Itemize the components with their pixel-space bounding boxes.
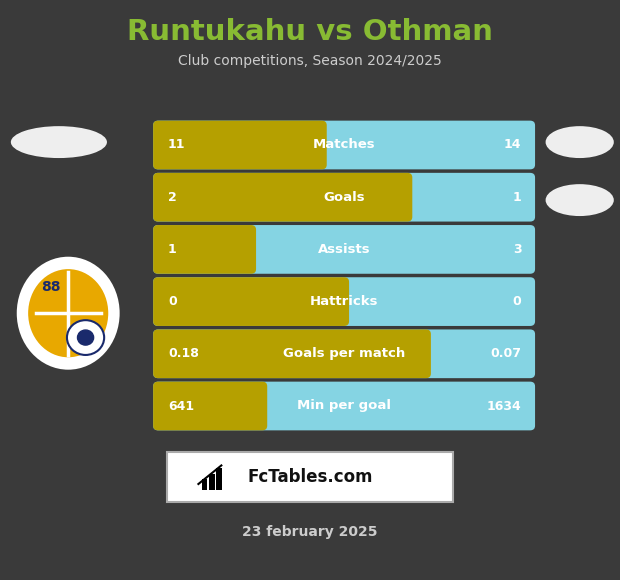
FancyBboxPatch shape bbox=[153, 173, 535, 222]
FancyBboxPatch shape bbox=[209, 473, 215, 490]
FancyBboxPatch shape bbox=[153, 382, 267, 430]
FancyBboxPatch shape bbox=[153, 225, 256, 274]
Text: 3: 3 bbox=[513, 243, 521, 256]
FancyBboxPatch shape bbox=[167, 452, 453, 502]
Text: Min per goal: Min per goal bbox=[297, 400, 391, 412]
Circle shape bbox=[67, 320, 104, 355]
Ellipse shape bbox=[11, 126, 107, 158]
Text: 14: 14 bbox=[504, 139, 521, 151]
Text: 1634: 1634 bbox=[487, 400, 521, 412]
FancyBboxPatch shape bbox=[153, 121, 327, 169]
FancyBboxPatch shape bbox=[153, 277, 349, 326]
FancyBboxPatch shape bbox=[153, 121, 535, 169]
Text: Matches: Matches bbox=[312, 139, 376, 151]
Ellipse shape bbox=[546, 126, 614, 158]
Text: 1: 1 bbox=[168, 243, 177, 256]
Text: 0.18: 0.18 bbox=[168, 347, 199, 360]
Text: 0: 0 bbox=[168, 295, 177, 308]
Text: 11: 11 bbox=[168, 139, 185, 151]
Text: FcTables.com: FcTables.com bbox=[247, 468, 373, 486]
Text: Goals per match: Goals per match bbox=[283, 347, 405, 360]
FancyBboxPatch shape bbox=[153, 225, 535, 274]
Ellipse shape bbox=[18, 258, 118, 368]
Circle shape bbox=[78, 330, 94, 345]
FancyBboxPatch shape bbox=[153, 382, 535, 430]
Text: Hattricks: Hattricks bbox=[310, 295, 378, 308]
FancyBboxPatch shape bbox=[153, 329, 535, 378]
Ellipse shape bbox=[28, 269, 108, 357]
FancyBboxPatch shape bbox=[216, 467, 222, 490]
Text: 1: 1 bbox=[513, 191, 521, 204]
Text: 2: 2 bbox=[168, 191, 177, 204]
Text: 23 february 2025: 23 february 2025 bbox=[242, 525, 378, 539]
FancyBboxPatch shape bbox=[153, 277, 535, 326]
Text: Goals: Goals bbox=[323, 191, 365, 204]
Text: 88: 88 bbox=[41, 280, 61, 294]
Text: 641: 641 bbox=[168, 400, 194, 412]
Text: Runtukahu vs Othman: Runtukahu vs Othman bbox=[127, 18, 493, 46]
Text: Club competitions, Season 2024/2025: Club competitions, Season 2024/2025 bbox=[178, 54, 442, 68]
Text: Assists: Assists bbox=[318, 243, 370, 256]
FancyBboxPatch shape bbox=[202, 479, 207, 490]
FancyBboxPatch shape bbox=[153, 329, 431, 378]
FancyBboxPatch shape bbox=[153, 173, 412, 222]
Text: 0: 0 bbox=[513, 295, 521, 308]
Ellipse shape bbox=[546, 184, 614, 216]
Text: 0.07: 0.07 bbox=[490, 347, 521, 360]
